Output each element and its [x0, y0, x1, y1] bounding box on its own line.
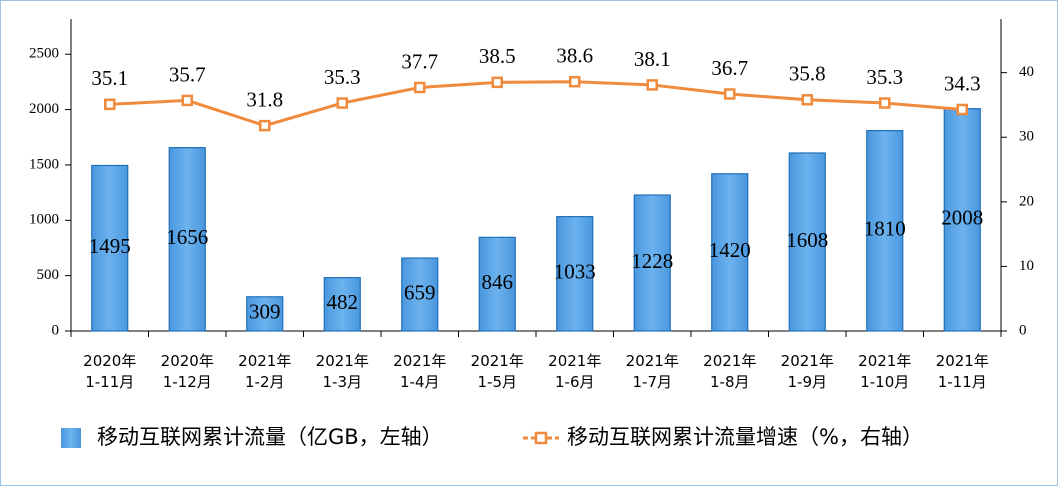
bar-value-label: 2008 — [941, 206, 983, 230]
y-tick-label: 1500 — [29, 156, 59, 172]
bar-value-label: 1033 — [554, 260, 596, 284]
line-value-label: 34.3 — [944, 71, 981, 95]
y2-tick-label: 0 — [1019, 322, 1027, 338]
legend-label: 移动互联网累计流量（亿GB，左轴） — [97, 425, 443, 449]
x-tick-label: 2021年 1-11月 — [935, 352, 989, 391]
line-value-label: 31.8 — [246, 87, 283, 111]
y-tick-label: 2500 — [29, 46, 59, 62]
bar-value-label: 1608 — [786, 228, 828, 252]
bar-value-label: 1656 — [166, 225, 208, 249]
line-value-label: 38.5 — [479, 44, 516, 68]
line — [109, 80, 963, 128]
x-tick-label: 2021年 1-7月 — [625, 352, 679, 391]
legend-swatch — [61, 428, 81, 448]
line-marker — [104, 98, 116, 111]
bar — [246, 296, 284, 332]
y-tick-label: 2000 — [29, 101, 59, 117]
x-tick-label: 2021年 1-8月 — [703, 352, 757, 391]
y2-tick-label: 30 — [1019, 129, 1034, 145]
line-marker — [879, 97, 891, 109]
bar — [633, 194, 671, 332]
y2-tick-label: 40 — [1019, 64, 1034, 80]
x-tick-label: 2021年 1-10月 — [858, 352, 912, 391]
bar-value-label: 1495 — [89, 234, 131, 258]
line-value-label: 36.7 — [711, 56, 748, 80]
y2-tick-label: 10 — [1019, 258, 1034, 274]
bar-value-label: 309 — [249, 300, 281, 324]
x-tick-label: 2021年 1-4月 — [393, 352, 447, 391]
bar — [323, 277, 361, 332]
bar-value-label: 846 — [482, 270, 514, 294]
bar — [943, 108, 981, 332]
bar-value-label: 659 — [404, 280, 436, 304]
bar — [866, 130, 904, 332]
line-value-label: 35.7 — [169, 62, 206, 86]
bar — [168, 147, 206, 332]
line-marker — [491, 76, 503, 89]
x-tick-label: 2021年 1-2月 — [238, 352, 292, 391]
x-tick-label: 2021年 1-3月 — [315, 352, 369, 391]
y2-tick-label: 20 — [1019, 193, 1034, 209]
x-tick-label: 2020年 1-12月 — [160, 352, 214, 391]
x-tick-label: 2021年 1-5月 — [470, 352, 524, 391]
bar-value-label: 1228 — [631, 249, 673, 273]
x-tick-label: 2021年 1-9月 — [780, 352, 834, 391]
line-value-label: 35.1 — [91, 66, 128, 90]
bar — [788, 152, 826, 332]
bar — [478, 236, 516, 332]
line-marker — [414, 81, 426, 94]
line-value-label: 38.6 — [556, 44, 593, 68]
bar-value-label: 1420 — [709, 238, 751, 262]
y-tick-label: 1000 — [29, 212, 59, 228]
bar — [711, 173, 749, 332]
line-marker — [956, 103, 968, 116]
bar-value-label: 482 — [327, 290, 359, 314]
legend-swatch — [534, 431, 548, 445]
bar — [401, 257, 439, 332]
line-marker — [181, 94, 193, 107]
line-value-label: 35.3 — [866, 65, 903, 89]
line-value-label: 35.3 — [324, 65, 361, 89]
bar — [91, 164, 129, 332]
line-marker — [259, 119, 271, 132]
bar — [556, 216, 594, 332]
line-marker — [724, 88, 736, 100]
legend-label: 移动互联网累计流量增速（%，右轴） — [567, 425, 923, 449]
y-tick-label: 0 — [52, 322, 60, 338]
line-marker — [336, 97, 348, 109]
line-value-label: 38.1 — [634, 47, 671, 71]
bar-value-label: 1810 — [864, 217, 906, 241]
x-tick-label: 2021年 1-6月 — [548, 352, 602, 391]
line-value-label: 35.8 — [789, 62, 826, 86]
x-tick-label: 2020年 1-11月 — [83, 352, 137, 391]
line-marker — [569, 75, 581, 88]
line-marker — [801, 94, 813, 106]
y-tick-label: 500 — [37, 267, 60, 283]
line-value-label: 37.7 — [401, 49, 438, 73]
line-marker — [646, 79, 658, 91]
